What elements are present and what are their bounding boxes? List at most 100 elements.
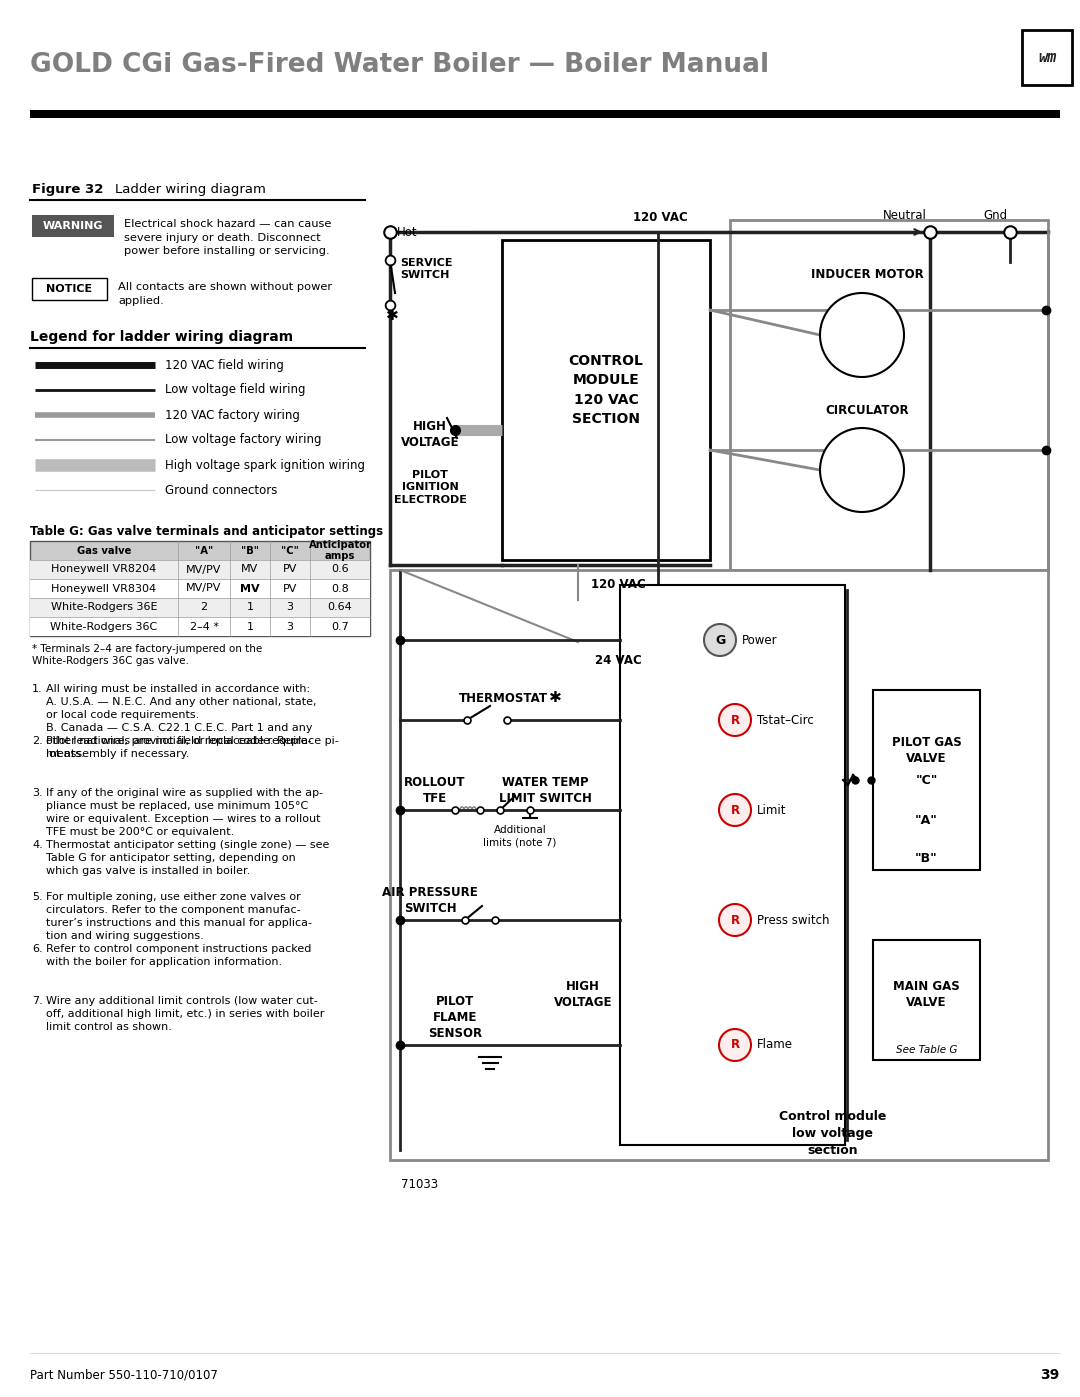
Text: WATER TEMP
LIMIT SWITCH: WATER TEMP LIMIT SWITCH bbox=[499, 775, 592, 805]
Text: If any of the original wire as supplied with the ap-
pliance must be replaced, u: If any of the original wire as supplied … bbox=[46, 788, 323, 837]
Text: 2: 2 bbox=[201, 602, 207, 612]
Text: GOLD CGi Gas-Fired Water Boiler — Boiler Manual: GOLD CGi Gas-Fired Water Boiler — Boiler… bbox=[30, 52, 769, 78]
Text: Anticipator
amps: Anticipator amps bbox=[309, 539, 372, 562]
Bar bbox=[30, 598, 370, 617]
Text: PILOT
FLAME
SENSOR: PILOT FLAME SENSOR bbox=[428, 995, 482, 1039]
Text: Refer to control component instructions packed
with the boiler for application i: Refer to control component instructions … bbox=[46, 944, 311, 967]
Text: ROLLOUT
TFE: ROLLOUT TFE bbox=[404, 775, 465, 805]
Text: CIRCULATOR: CIRCULATOR bbox=[825, 404, 908, 416]
Text: 0.64: 0.64 bbox=[327, 602, 352, 612]
Text: 0.6: 0.6 bbox=[332, 564, 349, 574]
Text: Honeywell VR8204: Honeywell VR8204 bbox=[52, 564, 157, 574]
Text: Flame: Flame bbox=[757, 1038, 793, 1052]
Text: Hot: Hot bbox=[397, 225, 418, 239]
Bar bbox=[502, 240, 710, 560]
Text: Ground connectors: Ground connectors bbox=[165, 483, 278, 496]
Text: 71033: 71033 bbox=[402, 1179, 438, 1192]
Text: 24 VAC: 24 VAC bbox=[595, 654, 642, 666]
Text: Thermostat anticipator setting (single zone) — see
Table G for anticipator setti: Thermostat anticipator setting (single z… bbox=[46, 840, 329, 876]
Text: PV: PV bbox=[283, 564, 297, 574]
Text: "A": "A" bbox=[194, 545, 213, 556]
Text: THERMOSTAT: THERMOSTAT bbox=[459, 692, 548, 705]
Text: ✱: ✱ bbox=[549, 690, 562, 705]
Text: Part Number 550-110-710/0107: Part Number 550-110-710/0107 bbox=[30, 1369, 218, 1382]
Bar bbox=[390, 570, 1048, 1160]
Text: 1.: 1. bbox=[32, 685, 42, 694]
Text: MV/PV: MV/PV bbox=[187, 584, 221, 594]
Text: All contacts are shown without power
applied.: All contacts are shown without power app… bbox=[118, 282, 333, 306]
Text: MAIN GAS
VALVE: MAIN GAS VALVE bbox=[893, 981, 960, 1010]
Text: Figure 32: Figure 32 bbox=[32, 183, 104, 196]
Circle shape bbox=[719, 793, 751, 826]
Circle shape bbox=[820, 293, 904, 377]
Text: 0.8: 0.8 bbox=[332, 584, 349, 594]
Text: 120 VAC field wiring: 120 VAC field wiring bbox=[165, 359, 284, 372]
Text: G: G bbox=[715, 633, 725, 647]
Text: Low voltage factory wiring: Low voltage factory wiring bbox=[165, 433, 322, 447]
Text: HIGH
VOLTAGE: HIGH VOLTAGE bbox=[554, 981, 612, 1009]
Text: 1: 1 bbox=[246, 602, 254, 612]
Text: White-Rodgers 36E: White-Rodgers 36E bbox=[51, 602, 158, 612]
Text: 120 VAC: 120 VAC bbox=[633, 211, 687, 224]
Text: 2–4 *: 2–4 * bbox=[189, 622, 218, 631]
Text: Neutral: Neutral bbox=[883, 210, 927, 222]
Text: SERVICE
SWITCH: SERVICE SWITCH bbox=[400, 258, 453, 281]
Bar bbox=[30, 541, 370, 560]
Text: "C": "C" bbox=[916, 774, 937, 787]
Text: Electrical shock hazard — can cause
severe injury or death. Disconnect
power bef: Electrical shock hazard — can cause seve… bbox=[124, 219, 332, 256]
Circle shape bbox=[719, 1030, 751, 1060]
Bar bbox=[873, 690, 980, 870]
Bar bbox=[30, 560, 370, 578]
Text: Honeywell VR8304: Honeywell VR8304 bbox=[52, 584, 157, 594]
Text: For multiple zoning, use either zone valves or
circulators. Refer to the compone: For multiple zoning, use either zone val… bbox=[46, 893, 312, 942]
Text: R: R bbox=[730, 803, 740, 816]
Text: Control module
low voltage
section: Control module low voltage section bbox=[779, 1111, 887, 1157]
Bar bbox=[32, 278, 107, 300]
Bar bbox=[30, 541, 370, 636]
Text: 2.: 2. bbox=[32, 736, 43, 746]
Text: Tstat–Circ: Tstat–Circ bbox=[757, 714, 813, 726]
Bar bbox=[30, 110, 1059, 117]
Text: 0.7: 0.7 bbox=[332, 622, 349, 631]
Text: PV: PV bbox=[283, 584, 297, 594]
Text: Table G: Gas valve terminals and anticipator settings: Table G: Gas valve terminals and anticip… bbox=[30, 525, 383, 538]
Text: Additional
limits (note 7): Additional limits (note 7) bbox=[484, 826, 556, 848]
Text: MV/PV: MV/PV bbox=[187, 564, 221, 574]
Text: Ladder wiring diagram: Ladder wiring diagram bbox=[114, 183, 266, 196]
Text: Limit: Limit bbox=[757, 803, 786, 816]
Text: Press switch: Press switch bbox=[757, 914, 829, 926]
Text: 3: 3 bbox=[286, 622, 294, 631]
Text: NOTICE: NOTICE bbox=[46, 284, 92, 293]
Text: R: R bbox=[730, 914, 740, 926]
Text: Power: Power bbox=[742, 633, 778, 647]
Bar bbox=[873, 940, 980, 1060]
Text: 3.: 3. bbox=[32, 788, 42, 798]
Text: See Table G: See Table G bbox=[895, 1045, 957, 1055]
Bar bbox=[30, 617, 370, 636]
Text: AIR PRESSURE
SWITCH: AIR PRESSURE SWITCH bbox=[382, 886, 477, 915]
Text: "B": "B" bbox=[241, 545, 259, 556]
Text: All wiring must be installed in accordance with:
A. U.S.A. — N.E.C. And any othe: All wiring must be installed in accordan… bbox=[46, 685, 316, 759]
Text: * Terminals 2–4 are factory-jumpered on the
White-Rodgers 36C gas valve.: * Terminals 2–4 are factory-jumpered on … bbox=[32, 644, 262, 666]
Bar bbox=[1022, 29, 1072, 85]
Text: Low voltage field wiring: Low voltage field wiring bbox=[165, 384, 306, 397]
Text: 3: 3 bbox=[286, 602, 294, 612]
Text: "B": "B" bbox=[915, 852, 937, 865]
Text: MV: MV bbox=[240, 584, 260, 594]
Circle shape bbox=[719, 904, 751, 936]
Text: INDUCER MOTOR: INDUCER MOTOR bbox=[811, 268, 923, 282]
Text: wm: wm bbox=[1038, 50, 1056, 66]
Text: PILOT
IGNITION
ELECTRODE: PILOT IGNITION ELECTRODE bbox=[393, 469, 467, 504]
Text: ✱: ✱ bbox=[386, 307, 399, 323]
Text: R: R bbox=[730, 1038, 740, 1052]
Bar bbox=[32, 215, 114, 237]
Text: 5.: 5. bbox=[32, 893, 42, 902]
Text: 120 VAC: 120 VAC bbox=[591, 578, 646, 591]
Text: Pilot lead wires are not field replaceable. Replace pi-
lot assembly if necessar: Pilot lead wires are not field replaceab… bbox=[46, 736, 339, 759]
Text: Wire any additional limit controls (low water cut-
off, additional high limit, e: Wire any additional limit controls (low … bbox=[46, 996, 324, 1032]
Text: Legend for ladder wiring diagram: Legend for ladder wiring diagram bbox=[30, 330, 293, 344]
Text: "C": "C" bbox=[281, 545, 299, 556]
Bar bbox=[730, 219, 1048, 570]
Text: HIGH
VOLTAGE: HIGH VOLTAGE bbox=[401, 420, 459, 448]
Circle shape bbox=[704, 624, 735, 657]
